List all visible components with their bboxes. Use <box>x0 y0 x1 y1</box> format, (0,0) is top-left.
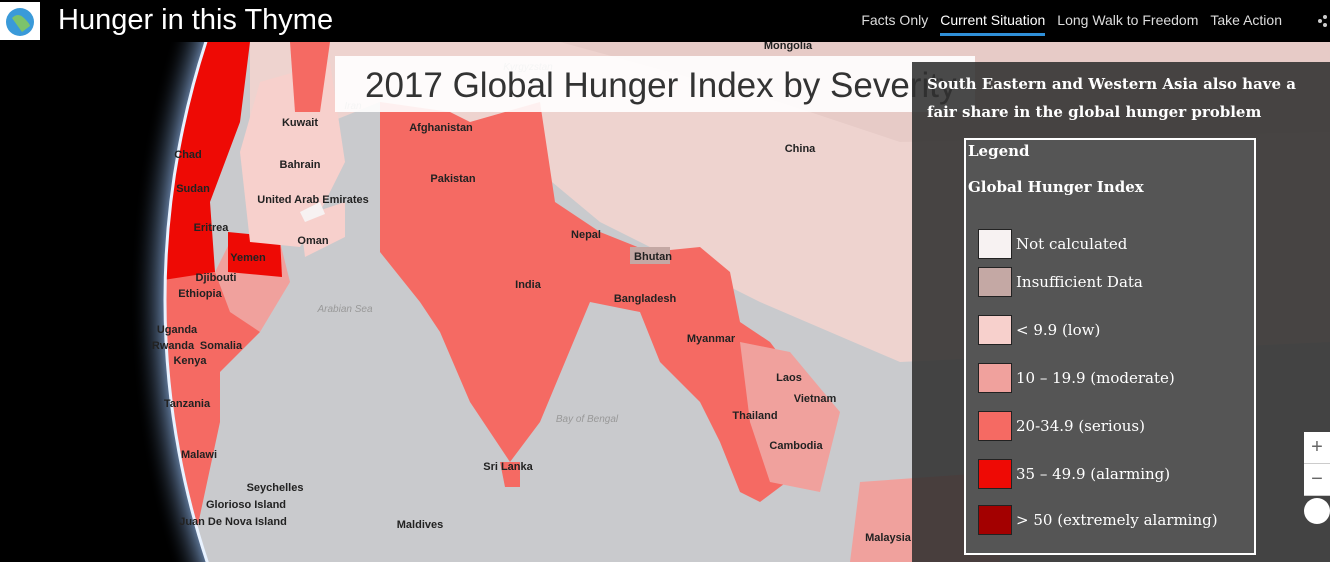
map-label: Pakistan <box>430 173 476 185</box>
map-label: Nepal <box>571 229 601 241</box>
legend-item: 20-34.9 (serious) <box>978 410 1145 442</box>
map-label: Malawi <box>181 449 217 461</box>
header: Hunger in this Thyme Facts Only Current S… <box>0 0 1330 42</box>
share-icon[interactable] <box>1318 14 1328 28</box>
legend-item: 35 – 49.9 (alarming) <box>978 458 1170 490</box>
legend-swatch <box>978 267 1012 297</box>
legend-label: 20-34.9 (serious) <box>1016 417 1145 435</box>
legend-label: 10 – 19.9 (moderate) <box>1016 369 1175 387</box>
legend-item: Insufficient Data <box>978 266 1143 298</box>
legend-item: Not calculated <box>978 228 1127 260</box>
legend: Legend Global Hunger Index Not calculate… <box>964 138 1256 555</box>
legend-item: < 9.9 (low) <box>978 314 1100 346</box>
nav-item[interactable]: Current Situation <box>940 12 1046 36</box>
map-label: Ethiopia <box>178 288 222 300</box>
map-label: India <box>515 279 542 291</box>
map-label: Sudan <box>176 183 210 195</box>
map-label: Chad <box>174 149 202 161</box>
zoom-in[interactable]: + <box>1304 432 1330 464</box>
map-label: Sri Lanka <box>483 461 533 473</box>
legend-label: Insufficient Data <box>1016 273 1143 291</box>
map-label: Cambodia <box>769 440 823 452</box>
map-label: Vietnam <box>794 393 837 405</box>
legend-swatch <box>978 459 1012 489</box>
nav: Facts Only Current Situation Long Walk to … <box>861 12 1282 36</box>
legend-label: 35 – 49.9 (alarming) <box>1016 465 1171 483</box>
map-label: United Arab Emirates <box>257 194 368 206</box>
map-label: Djibouti <box>196 272 237 284</box>
zoom-out[interactable]: − <box>1304 464 1330 496</box>
map-label: Malaysia <box>865 532 912 544</box>
nav-item[interactable]: Take Action <box>1210 12 1282 28</box>
legend-swatch <box>978 363 1012 393</box>
map-label: Seychelles <box>247 482 304 494</box>
map-label: Maldives <box>397 519 443 531</box>
legend-label: Not calculated <box>1016 235 1128 253</box>
map-label: Rwanda <box>152 340 195 352</box>
legend-label: < 9.9 (low) <box>1016 321 1101 339</box>
nav-item[interactable]: Facts Only <box>861 12 929 28</box>
map-label: Juan De Nova Island <box>179 516 287 528</box>
map-label: Uganda <box>157 324 198 336</box>
nav-item[interactable]: Long Walk to Freedom <box>1057 12 1199 28</box>
map-label: Oman <box>297 235 328 247</box>
map-label: Glorioso Island <box>206 499 286 511</box>
map-label: Bhutan <box>634 251 672 263</box>
globe-edge <box>163 42 209 562</box>
legend-swatch <box>978 505 1012 535</box>
logo[interactable] <box>0 2 40 40</box>
panel-text: South Eastern and Western Asia also have… <box>927 75 1296 121</box>
app-title: Hunger in this Thyme <box>58 4 334 36</box>
zoom-control: + − <box>1304 432 1330 496</box>
legend-label: > 50 (extremely alarming) <box>1016 511 1218 529</box>
map-label: Bay of Bengal <box>556 414 619 425</box>
legend-subtitle: Global Hunger Index <box>968 178 1144 196</box>
map-label: Laos <box>776 372 802 384</box>
map-label: Eritrea <box>194 222 230 234</box>
map-labels: MongoliaKyrgyzstanKuwaitIranAfghanistanC… <box>152 42 912 544</box>
map-label: Afghanistan <box>409 122 473 134</box>
legend-swatch <box>978 229 1012 259</box>
map-label: Myanmar <box>687 333 736 345</box>
legend-swatch <box>978 411 1012 441</box>
map-label: Kuwait <box>282 117 318 129</box>
legend-item: > 50 (extremely alarming) <box>978 504 1218 536</box>
map-label: Arabian Sea <box>316 304 372 315</box>
map-label: Yemen <box>230 252 266 264</box>
map-label: Thailand <box>732 410 777 422</box>
logo-icon <box>6 8 34 36</box>
legend-item: 10 – 19.9 (moderate) <box>978 362 1175 394</box>
legend-swatch <box>978 315 1012 345</box>
map-title: 2017 Global Hunger Index by Severity <box>335 56 975 112</box>
compass[interactable] <box>1304 498 1330 524</box>
map-label: Kenya <box>173 355 207 367</box>
legend-title: Legend <box>968 142 1030 160</box>
map-label: Bangladesh <box>614 293 677 305</box>
map-label: Mongolia <box>764 42 813 52</box>
map-label: Tanzania <box>164 398 211 410</box>
map-label: China <box>785 143 816 155</box>
map-label: Somalia <box>200 340 243 352</box>
map-label: Bahrain <box>280 159 321 171</box>
